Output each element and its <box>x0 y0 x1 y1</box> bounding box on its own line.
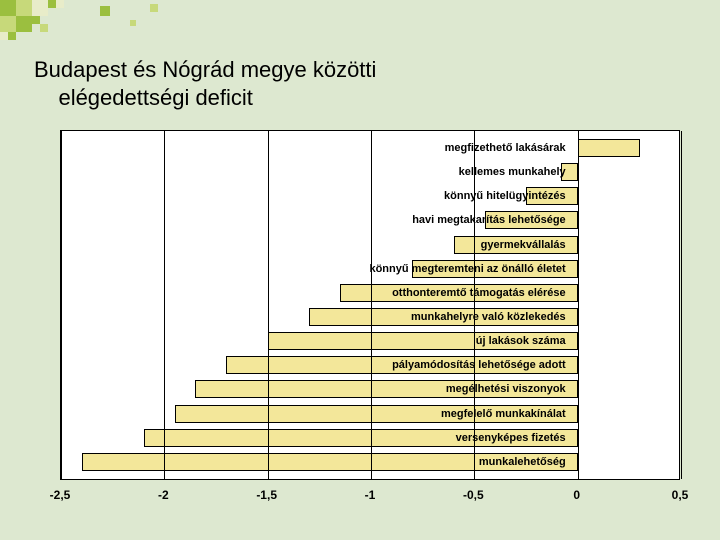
chart-bar-row: könnyű megteremteni az önálló életet <box>61 258 679 280</box>
chart-gridline <box>474 131 475 479</box>
x-axis-tick: -1 <box>365 488 376 502</box>
chart-bar-row: megélhetési viszonyok <box>61 378 679 400</box>
chart-container: megfizethető lakásárak kellemes munkahely… <box>20 130 700 510</box>
chart-bars: megfizethető lakásárak kellemes munkahely… <box>61 137 679 473</box>
deco-square <box>8 32 16 40</box>
x-axis-tick: 0,5 <box>672 488 689 502</box>
chart-bar-label: új lakások száma <box>476 332 572 350</box>
chart-bar-label: megfelelő munkakínálat <box>441 405 572 423</box>
chart-bar-row: versenyképes fizetés <box>61 427 679 449</box>
chart-bar-label: megélhetési viszonyok <box>446 380 572 398</box>
deco-square <box>16 16 32 32</box>
chart-plot-area: megfizethető lakásárak kellemes munkahely… <box>60 130 680 480</box>
chart-bar-row: munkalehetőség <box>61 451 679 473</box>
deco-square <box>32 16 40 24</box>
chart-bar-row: kellemes munkahely <box>61 161 679 183</box>
chart-bar-row: megfelelő munkakínálat <box>61 403 679 425</box>
deco-square <box>100 6 110 16</box>
title-line-2: elégedettségi deficit <box>58 85 252 110</box>
x-axis-tick: -2 <box>158 488 169 502</box>
x-axis-tick: -2,5 <box>50 488 71 502</box>
chart-bar-row: munkahelyre való közlekedés <box>61 306 679 328</box>
deco-square <box>56 0 64 8</box>
deco-square <box>130 20 136 26</box>
chart-bar-label: pályamódosítás lehetősége adott <box>392 356 572 374</box>
chart-gridline <box>681 131 682 479</box>
x-axis-tick: -0,5 <box>463 488 484 502</box>
chart-bar-label: könnyű hitelügyintézés <box>444 187 572 205</box>
chart-bar-row: könnyű hitelügyintézés <box>61 185 679 207</box>
chart-bar-label: gyermekvállalás <box>481 236 572 254</box>
deco-square <box>0 32 8 40</box>
chart-gridline <box>578 131 579 479</box>
chart-gridline <box>268 131 269 479</box>
chart-gridline <box>371 131 372 479</box>
chart-bar-label: otthonteremtő támogatás elérése <box>392 284 572 302</box>
deco-square <box>48 0 56 8</box>
deco-square <box>0 16 16 32</box>
chart-x-axis: -2,5-2-1,5-1-0,500,5 <box>60 482 680 506</box>
chart-gridline <box>61 131 62 479</box>
chart-bar-label: versenyképes fizetés <box>456 429 572 447</box>
deco-square <box>32 0 48 16</box>
chart-bar-label: havi megtakarítás lehetősége <box>412 211 571 229</box>
chart-bar-row: pályamódosítás lehetősége adott <box>61 354 679 376</box>
chart-gridline <box>164 131 165 479</box>
chart-bar-row: gyermekvállalás <box>61 234 679 256</box>
chart-bar-row: megfizethető lakásárak <box>61 137 679 159</box>
chart-bar-row: új lakások száma <box>61 330 679 352</box>
page-title: Budapest és Nógrád megye közötti elégede… <box>34 56 376 111</box>
deco-square <box>16 0 32 16</box>
chart-bar-label: könnyű megteremteni az önálló életet <box>369 260 571 278</box>
chart-bar-label: munkahelyre való közlekedés <box>411 308 572 326</box>
chart-bar-label: munkalehetőség <box>479 453 572 471</box>
chart-bar-row: havi megtakarítás lehetősége <box>61 209 679 231</box>
title-line-1: Budapest és Nógrád megye közötti <box>34 57 376 82</box>
deco-square <box>40 24 48 32</box>
chart-bar-label: kellemes munkahely <box>459 163 572 181</box>
x-axis-tick: 0 <box>573 488 580 502</box>
x-axis-tick: -1,5 <box>256 488 277 502</box>
deco-square <box>0 0 16 16</box>
deco-square <box>150 4 158 12</box>
corner-decoration <box>0 0 200 50</box>
chart-bar-label: megfizethető lakásárak <box>445 139 572 157</box>
chart-bar <box>578 139 640 157</box>
chart-bar-row: otthonteremtő támogatás elérése <box>61 282 679 304</box>
